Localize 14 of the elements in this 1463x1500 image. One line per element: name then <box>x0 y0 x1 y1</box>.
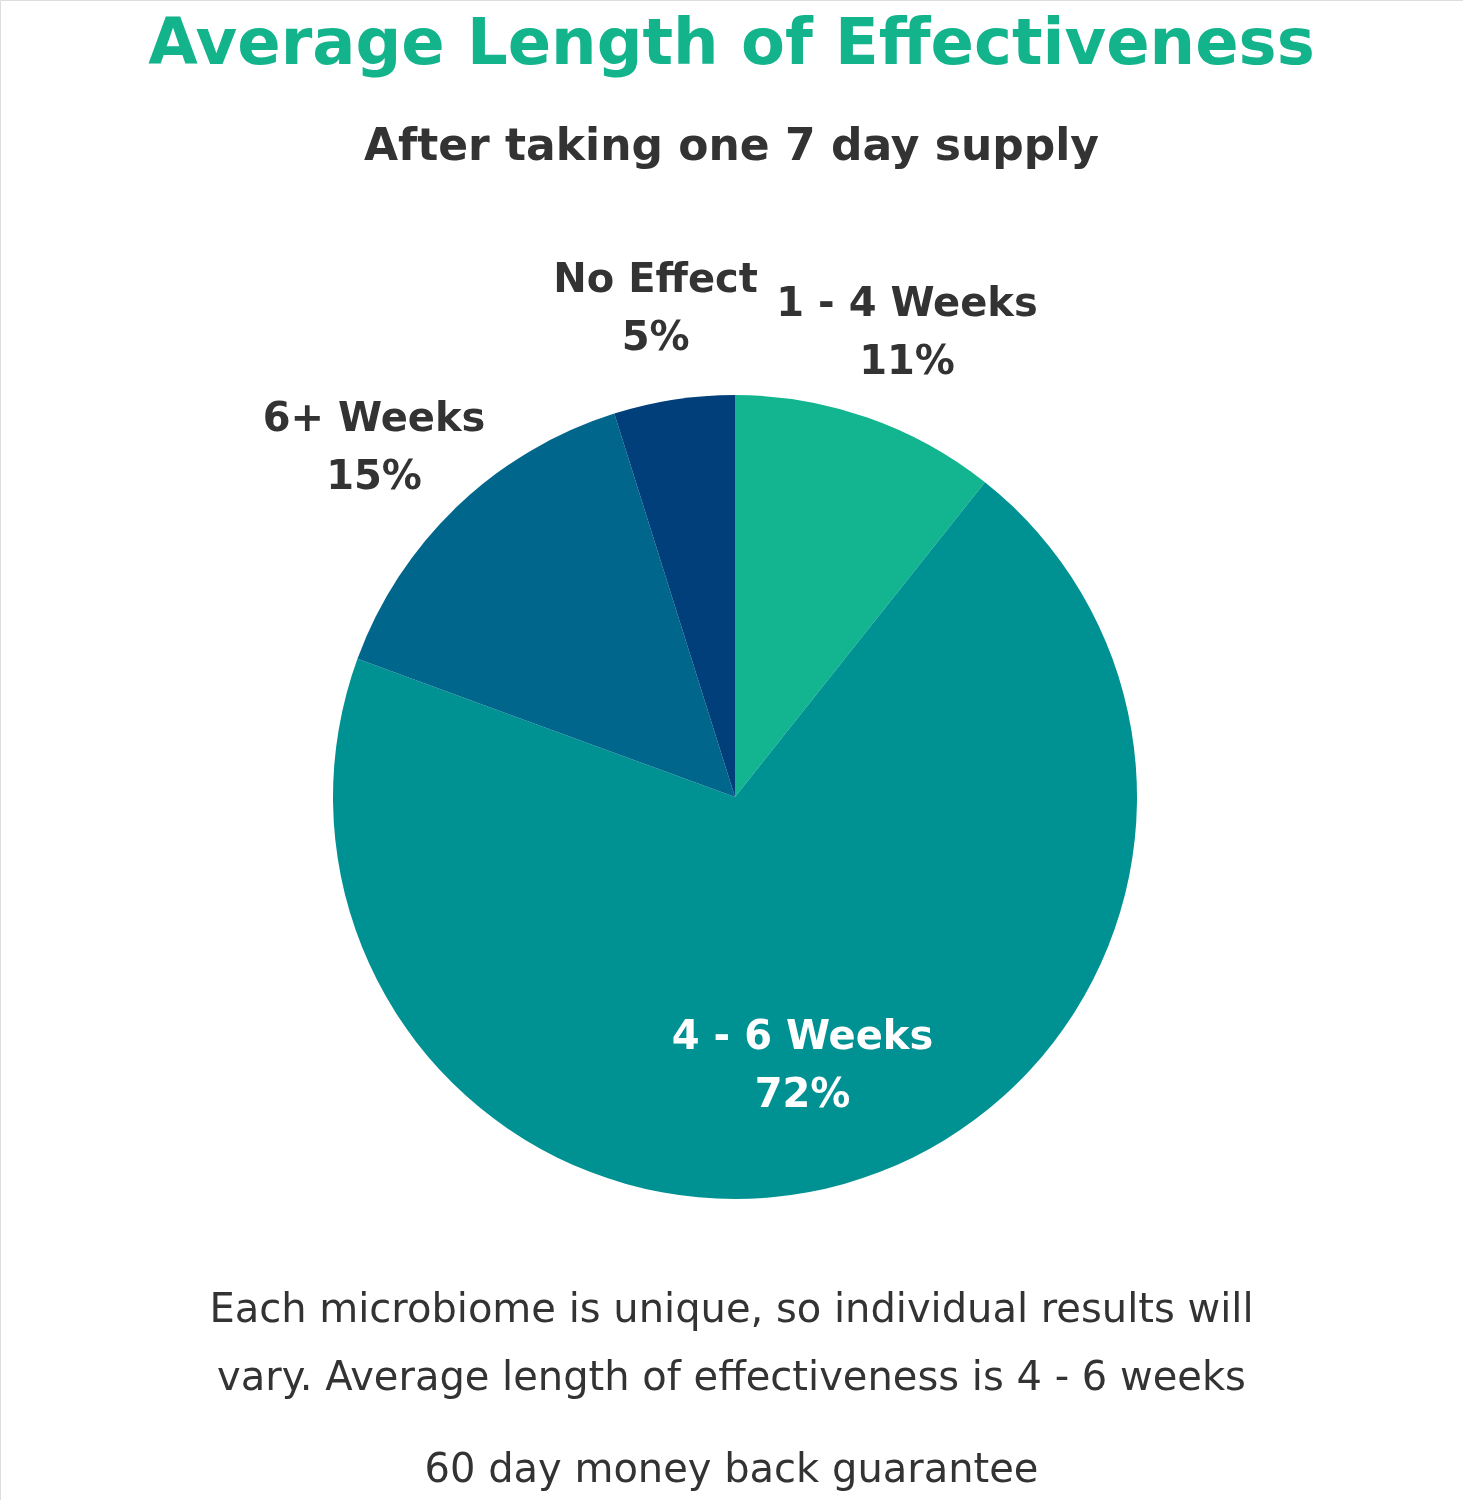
slice-label: 6+ Weeks <box>262 394 486 441</box>
pie-slice <box>614 395 735 797</box>
chart-subtitle: After taking one 7 day supply <box>363 119 1100 170</box>
data-label: 11% <box>859 336 955 383</box>
data-label: 5% <box>621 313 690 360</box>
text: 60 day money back guarantee <box>424 1445 1039 1491</box>
slice-label: 4 - 6 Weeks <box>671 1011 934 1058</box>
chart-title: Average Length of Effectiveness <box>148 5 1315 79</box>
pie-slice <box>735 395 985 797</box>
data-label: 72% <box>754 1069 851 1116</box>
text: Each microbiome is unique, so individual results will vary. Average length of effectiveness is 4 - 6 weeks <box>209 1285 1254 1399</box>
slice-label: 1 - 4 Weeks <box>776 278 1038 325</box>
slice-label: No Effect <box>553 255 758 302</box>
data-label: 15% <box>326 452 422 499</box>
